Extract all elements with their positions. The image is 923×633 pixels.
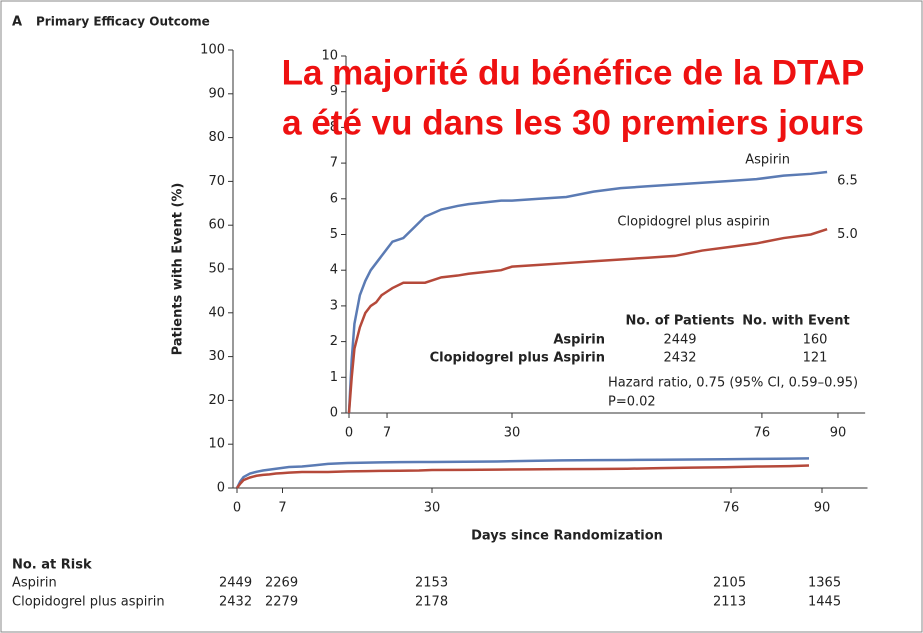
annotation: a été vu dans les 30 premiers jours: [282, 103, 864, 142]
series-line: [347, 170, 828, 414]
table-row-name: Aspirin: [553, 333, 605, 348]
note: Hazard ratio, 0.75 (95% CI, 0.59–0.95): [608, 376, 858, 391]
risk-value: 2105: [713, 576, 746, 591]
x-tick-label: 7: [278, 501, 286, 516]
table-value: 2432: [663, 351, 696, 366]
x-axis-label: Days since Randomization: [471, 529, 663, 544]
y-tick-label: 0: [330, 406, 338, 421]
risk-value: 2113: [713, 595, 746, 610]
x-tick-label: 30: [504, 426, 521, 441]
y-tick-label: 5: [330, 227, 338, 242]
y-tick-label: 7: [330, 156, 338, 171]
risk-title: No. at Risk: [12, 558, 92, 573]
y-tick-label: 6: [330, 191, 338, 206]
series-line: [347, 227, 828, 414]
note: P=0.02: [608, 395, 656, 410]
y-tick-label: 0: [217, 481, 225, 496]
risk-value: 2432: [219, 595, 252, 610]
table-value: 121: [803, 351, 828, 366]
risk-value: 2153: [415, 576, 448, 591]
y-tick-label: 1: [330, 370, 338, 385]
table-header: No. of Patients: [625, 314, 734, 329]
risk-row-name: Clopidogrel plus aspirin: [12, 595, 165, 610]
y-tick-label: 2: [330, 334, 338, 349]
x-tick-label: 76: [754, 426, 771, 441]
y-tick-label: 90: [208, 86, 225, 101]
table-value: 160: [803, 333, 828, 348]
y-tick-label: 4: [330, 263, 338, 278]
y-tick-label: 10: [208, 437, 225, 452]
risk-value: 1445: [808, 595, 841, 610]
risk-value: 1365: [808, 576, 841, 591]
legend-label: Aspirin: [745, 153, 790, 168]
end-label: 5.0: [837, 227, 858, 242]
y-tick-label: 70: [208, 174, 225, 189]
panel-label: A: [12, 15, 22, 30]
risk-value: 2449: [219, 576, 252, 591]
y-tick-label: 20: [208, 393, 225, 408]
y-tick-label: 60: [208, 218, 225, 233]
x-tick-label: 76: [723, 501, 740, 516]
x-tick-label: 0: [233, 501, 241, 516]
annotation: La majorité du bénéfice de la DTAP: [282, 53, 865, 92]
y-tick-label: 3: [330, 298, 338, 313]
x-tick-label: 90: [814, 501, 831, 516]
series-line: [235, 457, 810, 489]
risk-row-name: Aspirin: [12, 576, 57, 591]
x-tick-label: 7: [383, 426, 391, 441]
risk-value: 2178: [415, 595, 448, 610]
legend-label: Clopidogrel plus aspirin: [617, 215, 770, 230]
y-tick-label: 8: [330, 120, 338, 135]
y-axis-label: Patients with Event (%): [171, 183, 186, 356]
table-value: 2449: [663, 333, 696, 348]
y-tick-label: 80: [208, 130, 225, 145]
x-tick-label: 90: [830, 426, 847, 441]
table-row-name: Clopidogrel plus Aspirin: [430, 351, 605, 366]
panel-title: Primary Efficacy Outcome: [36, 15, 210, 29]
y-tick-label: 30: [208, 349, 225, 364]
x-tick-label: 0: [345, 426, 353, 441]
y-tick-label: 9: [330, 84, 338, 99]
end-label: 6.5: [837, 173, 858, 188]
x-tick-label: 30: [424, 501, 441, 516]
y-tick-label: 10: [321, 49, 338, 64]
y-tick-label: 50: [208, 262, 225, 277]
series-line: [235, 464, 810, 489]
y-tick-label: 40: [208, 305, 225, 320]
risk-value: 2269: [265, 576, 298, 591]
risk-value: 2279: [265, 595, 298, 610]
y-tick-label: 100: [200, 43, 225, 58]
table-header: No. with Event: [742, 314, 849, 329]
